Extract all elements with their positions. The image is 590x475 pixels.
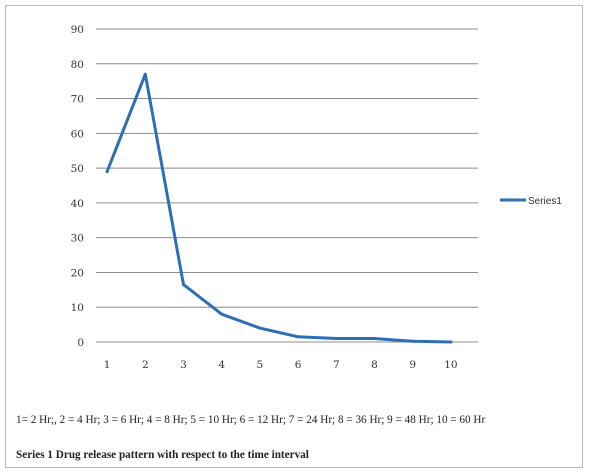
data-point-8 xyxy=(373,337,376,341)
time-interval-footnote: 1= 2 Hr;, 2 = 4 Hr; 3 = 6 Hr; 4 = 8 Hr; … xyxy=(16,414,486,426)
line-chart: 0 10 20 30 40 50 60 70 80 90 1 2 3 4 5 6 7 8 9 10 Series1 xyxy=(71,24,563,371)
data-point-2 xyxy=(143,72,147,76)
y-axis-ticks: 0 10 20 30 40 50 60 70 80 90 xyxy=(71,24,84,349)
x-tick-label: 6 xyxy=(295,359,302,371)
x-tick-label: 8 xyxy=(371,359,378,371)
data-point-4 xyxy=(220,312,224,316)
legend: Series1 xyxy=(500,196,562,207)
data-point-6 xyxy=(296,335,300,339)
x-tick-label: 1 xyxy=(104,359,111,371)
y-tick-label: 80 xyxy=(71,59,84,71)
data-point-5 xyxy=(258,326,262,330)
data-point-10 xyxy=(449,340,453,344)
y-tick-label: 30 xyxy=(71,233,84,245)
y-tick-label: 40 xyxy=(71,198,84,210)
x-tick-label: 7 xyxy=(333,359,340,371)
figure-caption: Series 1 Drug release pattern with respe… xyxy=(16,449,309,461)
x-tick-label: 4 xyxy=(218,359,225,371)
x-tick-label: 9 xyxy=(409,359,416,371)
series-layer xyxy=(105,72,453,344)
y-tick-label: 20 xyxy=(71,267,84,279)
y-tick-label: 60 xyxy=(71,128,84,140)
x-axis-ticks: 1 2 3 4 5 6 7 8 9 10 xyxy=(104,359,458,371)
series-line xyxy=(105,72,453,344)
y-tick-label: 10 xyxy=(71,302,84,314)
x-tick-label: 2 xyxy=(142,359,149,371)
y-tick-label: 0 xyxy=(77,337,84,349)
gridlines xyxy=(96,28,478,343)
data-point-1 xyxy=(105,170,109,174)
y-tick-label: 90 xyxy=(71,24,84,36)
x-tick-label: 10 xyxy=(444,359,457,371)
x-tick-label: 5 xyxy=(257,359,264,371)
data-point-3 xyxy=(182,283,185,287)
y-tick-label: 70 xyxy=(71,94,84,106)
y-tick-label: 50 xyxy=(71,163,84,175)
data-point-9 xyxy=(411,339,415,343)
figure-frame xyxy=(5,5,583,468)
data-point-7 xyxy=(334,337,338,341)
x-tick-label: 3 xyxy=(180,359,187,371)
legend-label: Series1 xyxy=(528,196,562,207)
